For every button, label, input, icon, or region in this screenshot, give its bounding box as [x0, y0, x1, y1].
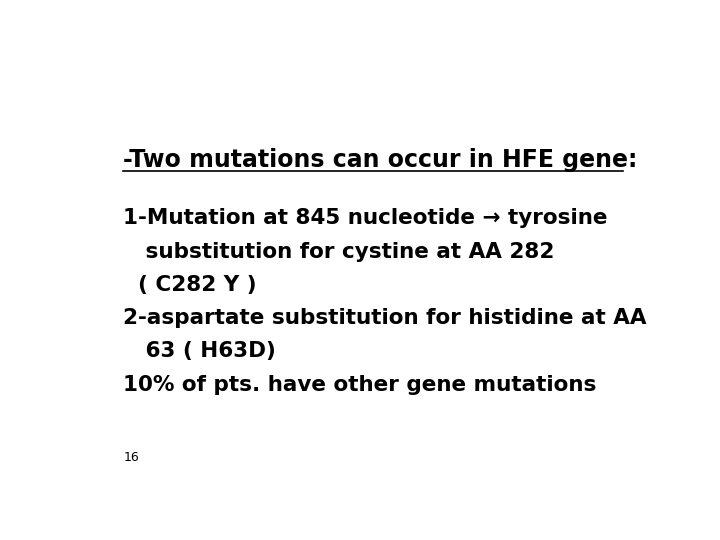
Text: 16: 16: [124, 451, 139, 464]
Text: ( C282 Y ): ( C282 Y ): [124, 275, 257, 295]
Text: substitution for cystine at AA 282: substitution for cystine at AA 282: [124, 241, 555, 261]
Text: 1-Mutation at 845 nucleotide → tyrosine: 1-Mutation at 845 nucleotide → tyrosine: [124, 208, 608, 228]
Text: 63 ( H63D): 63 ( H63D): [124, 341, 276, 361]
Text: 2-aspartate substitution for histidine at AA: 2-aspartate substitution for histidine a…: [124, 308, 647, 328]
Text: 10% of pts. have other gene mutations: 10% of pts. have other gene mutations: [124, 375, 597, 395]
Text: -Two mutations can occur in HFE gene:: -Two mutations can occur in HFE gene:: [124, 148, 638, 172]
